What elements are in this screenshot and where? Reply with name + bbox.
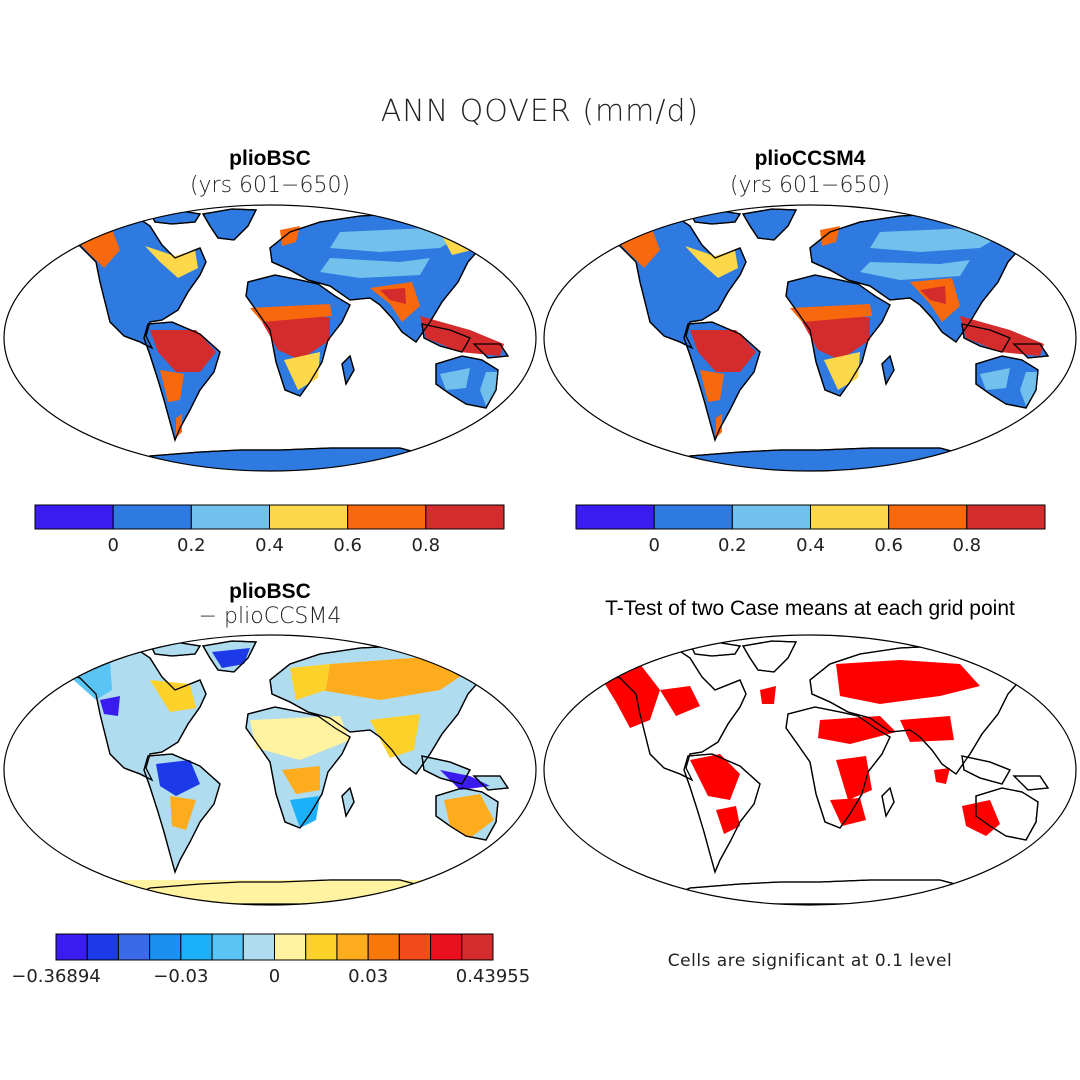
panel-2-subtitle: (yrs 601−650) bbox=[729, 173, 891, 198]
colorbar-diff-swatch bbox=[242, 933, 276, 961]
colorbar-2-tick-label: 0 bbox=[648, 535, 659, 556]
colorbar-1-swatch bbox=[347, 504, 427, 530]
significant-cells bbox=[600, 660, 1000, 836]
colorbar-diff-tick-label: −0.03 bbox=[153, 966, 208, 987]
significance-note: Cells are significant at 0.1 level bbox=[667, 951, 953, 971]
colorbar-diff-swatch bbox=[336, 933, 369, 961]
panel-4-title: T-Test of two Case means at each grid po… bbox=[605, 597, 1015, 620]
panel-3-subtitle: − plioCCSM4 bbox=[198, 604, 342, 629]
map-panel-2 bbox=[543, 204, 1077, 472]
map-panel-1 bbox=[3, 204, 537, 472]
colorbar-1-tick-label: 0 bbox=[107, 535, 118, 556]
figure-title: ANN QOVER (mm/d) bbox=[380, 94, 700, 129]
colorbar-diff-tick-label: 0.03 bbox=[348, 966, 388, 987]
colorbar-diff-swatch bbox=[398, 933, 432, 961]
colorbar-diff-swatch bbox=[274, 933, 307, 961]
colorbar-2-swatch bbox=[888, 504, 968, 530]
colorbar-diff-swatch bbox=[149, 933, 182, 961]
colorbar-panel-2: 0 0.2 0.4 0.6 0.8 bbox=[575, 504, 1046, 556]
colorbar-1-tick-label: 0.8 bbox=[412, 535, 441, 556]
colorbar-1-tick-label: 0.6 bbox=[333, 535, 362, 556]
colorbar-2-tick-label: 0.6 bbox=[874, 535, 903, 556]
colorbar-diff-swatch bbox=[430, 933, 463, 961]
colorbar-2-swatch bbox=[731, 504, 811, 530]
colorbar-diff-swatch bbox=[211, 933, 244, 961]
colorbar-1-swatch bbox=[34, 504, 114, 530]
colorbar-diff-swatch bbox=[367, 933, 400, 961]
colorbar-diff-tick-label: 0.43955 bbox=[456, 966, 530, 987]
colorbar-diff-tick-label: 0 bbox=[269, 966, 280, 987]
colorbar-1-tick-label: 0.4 bbox=[255, 535, 284, 556]
panel-2-title: plioCCSM4 bbox=[754, 147, 866, 170]
colorbar-1-swatch bbox=[269, 504, 349, 530]
colorbar-2-tick-label: 0.4 bbox=[796, 535, 825, 556]
map-panel-3 bbox=[3, 634, 537, 906]
colorbar-diff-swatch bbox=[117, 933, 151, 961]
panel-3-title: plioBSC bbox=[229, 580, 311, 603]
colorbar-1-tick-label: 0.2 bbox=[177, 535, 206, 556]
colorbar-2-tick-label: 0.8 bbox=[953, 535, 982, 556]
colorbar-diff-swatch bbox=[55, 933, 88, 961]
colorbar-1-swatch bbox=[425, 504, 505, 530]
colorbar-difference: −0.36894 −0.03 0 0.03 0.43955 bbox=[11, 933, 530, 987]
colorbar-1-swatch bbox=[112, 504, 192, 530]
map-panel-4 bbox=[543, 634, 1077, 906]
colorbar-diff-swatch bbox=[180, 933, 213, 961]
colorbar-2-swatch bbox=[653, 504, 733, 530]
colorbar-2-swatch bbox=[575, 504, 655, 530]
panel-1-title: plioBSC bbox=[229, 147, 311, 170]
colorbar-diff-swatch bbox=[86, 933, 119, 961]
colorbar-diff-tick-label: −0.36894 bbox=[11, 966, 101, 987]
colorbar-diff-swatch bbox=[461, 933, 494, 961]
colorbar-1-swatch bbox=[190, 504, 270, 530]
panel-1-subtitle: (yrs 601−650) bbox=[189, 173, 351, 198]
colorbar-2-swatch bbox=[966, 504, 1046, 530]
colorbar-2-swatch bbox=[810, 504, 890, 530]
colorbar-panel-1: 0 0.2 0.4 0.6 0.8 bbox=[34, 504, 505, 556]
colorbar-diff-swatch bbox=[305, 933, 338, 961]
colorbar-2-tick-label: 0.2 bbox=[718, 535, 747, 556]
